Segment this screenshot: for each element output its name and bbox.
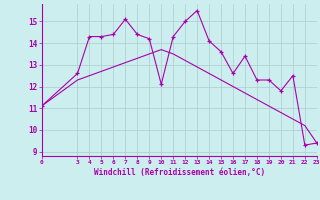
X-axis label: Windchill (Refroidissement éolien,°C): Windchill (Refroidissement éolien,°C) [94, 168, 265, 177]
